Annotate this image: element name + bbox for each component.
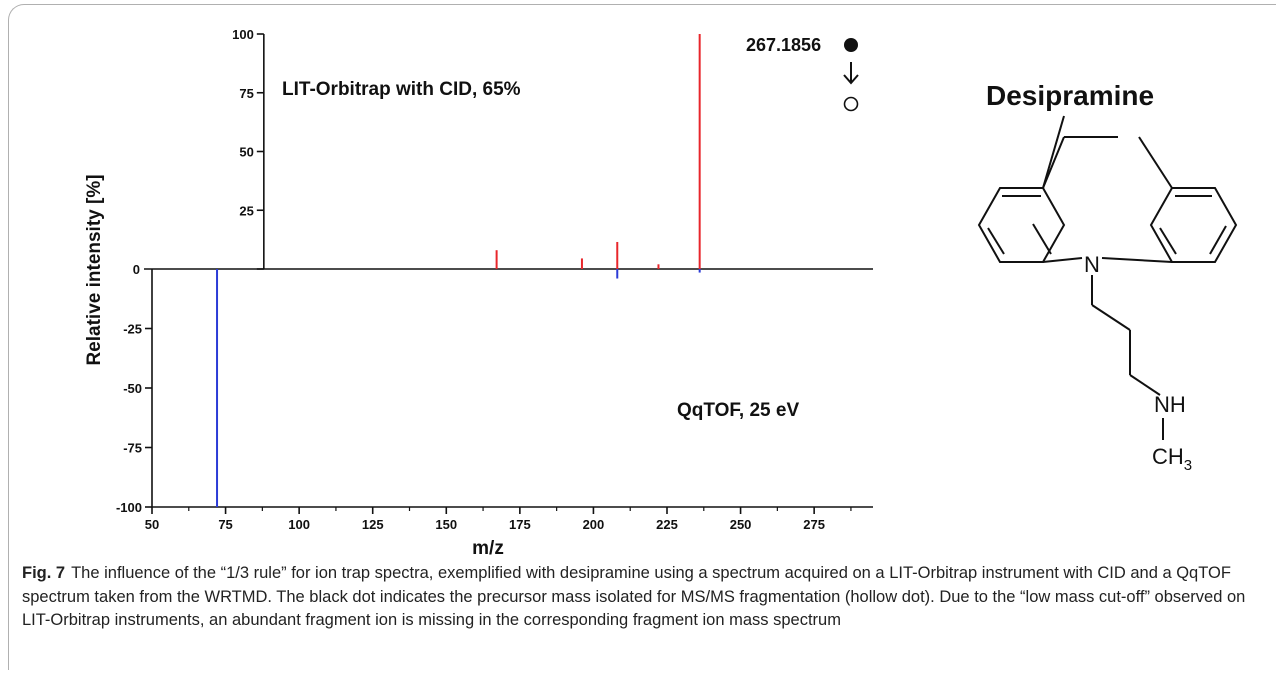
x-tick-label: 150 bbox=[435, 517, 457, 532]
y-tick-label: 100 bbox=[232, 27, 254, 42]
x-tick-label: 200 bbox=[583, 517, 605, 532]
ring-nitrogen-label: N bbox=[1084, 252, 1100, 277]
y-axis-label: Relative intensity [%] bbox=[84, 174, 105, 365]
y-tick-label: 0 bbox=[133, 262, 140, 277]
y-tick-label: -100 bbox=[116, 500, 142, 515]
caption-text: The influence of the “1/3 rule” for ion … bbox=[22, 564, 1246, 629]
fragment-hollow-dot bbox=[843, 96, 859, 112]
figure-label: Fig. 7 bbox=[22, 564, 66, 582]
figure-frame bbox=[8, 4, 1276, 670]
x-tick-label: 225 bbox=[656, 517, 678, 532]
molecule-name: Desipramine bbox=[986, 80, 1155, 111]
methyl-ch: CH bbox=[1152, 444, 1184, 469]
y-tick-label: 50 bbox=[239, 145, 253, 160]
x-tick-label: 250 bbox=[730, 517, 752, 532]
precursor-filled-dot bbox=[844, 38, 858, 52]
x-tick-label: 50 bbox=[145, 517, 159, 532]
nh-label: NH bbox=[1154, 392, 1186, 417]
top-series-label: LIT-Orbitrap with CID, 65% bbox=[282, 79, 521, 100]
y-tick-label: -50 bbox=[123, 381, 142, 396]
precursor-arrow-head bbox=[843, 74, 859, 85]
chart-bars bbox=[216, 34, 701, 507]
methyl-label: CH3 bbox=[1152, 444, 1192, 474]
x-tick-label: 125 bbox=[362, 517, 384, 532]
y-tick-label: -25 bbox=[123, 322, 142, 337]
x-tick-label: 275 bbox=[803, 517, 825, 532]
precursor-mass-label: 267.1856 bbox=[746, 35, 821, 55]
methyl-subscript: 3 bbox=[1184, 457, 1192, 474]
bottom-series-label: QqTOF, 25 eV bbox=[677, 400, 799, 421]
figure-caption: Fig. 7 The influence of the “1/3 rule” fo… bbox=[22, 562, 1272, 633]
x-tick-label: 100 bbox=[288, 517, 310, 532]
y-tick-label: 75 bbox=[239, 86, 253, 101]
y-tick-label: -75 bbox=[123, 441, 142, 456]
x-axis-label: m/z bbox=[472, 538, 504, 559]
chart-labels: LIT-Orbitrap with CID, 65% QqTOF, 25 eV … bbox=[84, 35, 859, 559]
desipramine-structure bbox=[977, 115, 1238, 440]
x-tick-label: 75 bbox=[218, 517, 232, 532]
x-tick-label: 175 bbox=[509, 517, 531, 532]
y-tick-label: 25 bbox=[239, 203, 253, 218]
